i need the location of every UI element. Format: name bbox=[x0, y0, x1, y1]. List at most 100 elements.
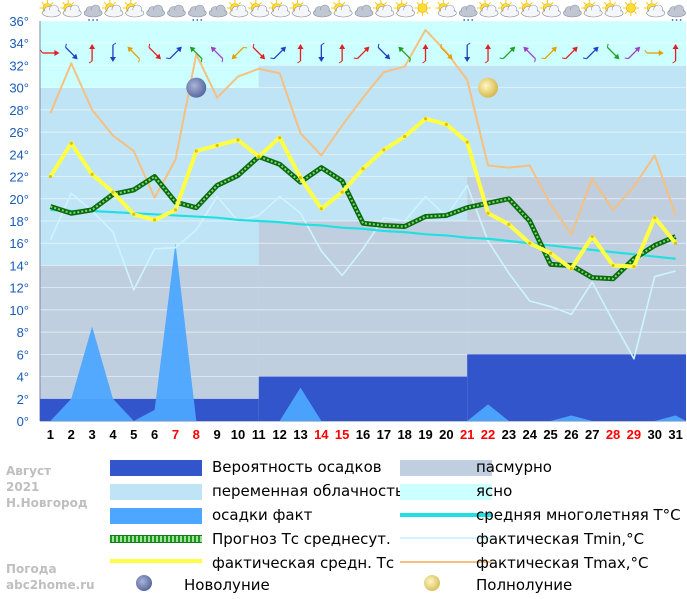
cloud-shape bbox=[501, 10, 518, 16]
x-tick-label: 11 bbox=[252, 427, 266, 442]
arrow-e-icon bbox=[40, 49, 60, 56]
tavg-fact-point bbox=[257, 154, 261, 159]
x-tick-label: 4 bbox=[109, 427, 117, 442]
legend-swatch-tavg-fact bbox=[110, 559, 202, 563]
rain-drop bbox=[200, 19, 203, 21]
tavg-fact-point bbox=[403, 134, 407, 139]
arrow-ne-icon bbox=[166, 46, 182, 60]
sun-ray bbox=[550, 1, 554, 5]
legend-swatch-avg-longterm bbox=[400, 513, 492, 517]
x-axis-labels: 1 2 3 4 5 6 7 8 9 10 11 12 13 14 15 16 17 18 19 20 21 22 23 24 2… bbox=[47, 427, 683, 442]
tavg-fact-point bbox=[298, 176, 303, 180]
tavg-fact-point bbox=[673, 241, 678, 245]
arrow-head bbox=[318, 57, 325, 62]
arrow-nw-icon bbox=[127, 46, 140, 63]
arrow-n-icon bbox=[484, 44, 492, 64]
arrow-se-icon bbox=[440, 43, 453, 60]
legend-swatch-clear bbox=[400, 484, 492, 500]
precip-fact-area bbox=[40, 243, 686, 421]
sun-ray bbox=[62, 1, 66, 5]
arrow-feather bbox=[221, 58, 224, 63]
arrow-nw-icon bbox=[210, 46, 224, 63]
legend-swatch-tmin bbox=[400, 537, 492, 539]
arrow-feather bbox=[541, 57, 545, 60]
sun-ray bbox=[446, 1, 450, 5]
cloud-shape bbox=[439, 10, 456, 16]
y-tick-label: 8° bbox=[17, 325, 29, 340]
sun-ray bbox=[124, 1, 128, 5]
tavg-fact-point bbox=[569, 267, 573, 271]
legend-label-clear: ясно bbox=[476, 482, 513, 500]
cloud-shape bbox=[564, 10, 581, 16]
arrow-feather bbox=[200, 58, 203, 63]
tavg-fact-point bbox=[611, 263, 615, 268]
sun-ray bbox=[654, 1, 658, 5]
arrow-feather bbox=[88, 60, 93, 64]
cloud-icon bbox=[563, 4, 582, 18]
sun-ray bbox=[613, 1, 617, 5]
sun-disc bbox=[417, 3, 428, 13]
cloud-shape bbox=[356, 10, 372, 16]
sun-ray bbox=[499, 1, 503, 5]
sun-ray bbox=[425, 1, 429, 5]
y-tick-label: 28° bbox=[9, 103, 29, 118]
legend-label-forecast-avg: Прогноз Тс среднесут. bbox=[212, 530, 391, 548]
sun-cloud-icon bbox=[226, 0, 249, 18]
x-tick-label: 3 bbox=[88, 427, 95, 442]
sun-cloud-icon bbox=[393, 0, 415, 18]
rain-drop bbox=[463, 19, 466, 21]
arrow-feather bbox=[40, 49, 43, 54]
tavg-fact-point bbox=[548, 251, 553, 255]
weather-chart: 0° 2° 4° 6° 8° 10° 12° 14° 16° 18° 20° 22° 24° 26° 28°… bbox=[9, 0, 686, 442]
sun-ray bbox=[238, 1, 241, 5]
arrow-head bbox=[189, 46, 196, 53]
sun-ray bbox=[395, 1, 399, 5]
arrow-head bbox=[89, 44, 96, 49]
side-year: 2021 bbox=[6, 480, 40, 494]
arrow-head bbox=[672, 44, 679, 49]
cloud-rain-icon bbox=[187, 4, 207, 21]
x-tick-label: 26 bbox=[564, 427, 578, 442]
sun-ray bbox=[249, 1, 253, 5]
sun-ray bbox=[624, 11, 628, 15]
x-tick-label: 9 bbox=[214, 427, 221, 442]
sun-ray bbox=[41, 1, 45, 5]
y-tick-label: 10° bbox=[9, 303, 29, 318]
tavg-fact-point bbox=[215, 143, 219, 148]
sun-ray bbox=[634, 1, 637, 5]
cloud-shape bbox=[460, 10, 477, 16]
y-tick-label: 26° bbox=[9, 125, 29, 140]
tavg-fact-point bbox=[278, 136, 282, 140]
y-tick-label: 16° bbox=[9, 236, 29, 251]
sun-ray bbox=[425, 11, 429, 15]
sun-ray bbox=[270, 1, 274, 5]
sun-cloud-icon bbox=[518, 0, 541, 18]
arrow-n-icon bbox=[422, 44, 429, 64]
y-tick-label: 20° bbox=[9, 192, 29, 207]
cloud-rain-icon bbox=[667, 4, 686, 21]
side-site-title: Погода bbox=[6, 562, 57, 576]
arrow-head bbox=[127, 46, 134, 53]
legend-swatch-forecast-avg bbox=[110, 535, 202, 543]
tavg-fact-point bbox=[632, 264, 636, 269]
x-tick-label: 7 bbox=[172, 427, 179, 442]
y-tick-label: 4° bbox=[17, 370, 29, 385]
sun-ray bbox=[479, 1, 482, 5]
cloud-shape bbox=[43, 10, 60, 16]
cloud-shape bbox=[397, 10, 414, 16]
arrow-sw-icon bbox=[231, 46, 248, 60]
arrow-head bbox=[572, 46, 578, 53]
cloud-shape bbox=[606, 10, 623, 16]
tmax-line bbox=[49, 28, 677, 236]
y-tick-label: 6° bbox=[17, 347, 29, 362]
cloud-shape bbox=[251, 10, 268, 16]
arrow-s-icon bbox=[109, 42, 117, 62]
tavg-fact-point bbox=[173, 208, 178, 212]
sun-ray bbox=[342, 1, 346, 5]
arrow-head bbox=[109, 57, 116, 62]
arrow-ne-icon bbox=[499, 46, 516, 60]
arrow-head bbox=[339, 44, 346, 49]
legend-label-tmax: фактическая Tmax,°C bbox=[476, 554, 649, 572]
arrow-feather bbox=[422, 60, 426, 64]
arrow-se-icon bbox=[148, 43, 161, 60]
